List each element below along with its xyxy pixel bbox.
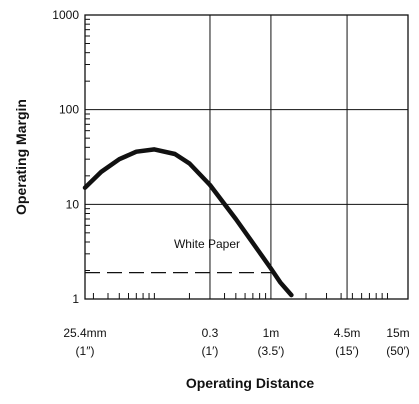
y-tick-labels: 1 10 100 1000 bbox=[52, 8, 79, 306]
grid bbox=[85, 15, 408, 299]
y-tick-label: 100 bbox=[59, 103, 79, 117]
annotations: White Paper bbox=[174, 237, 240, 251]
annotation-label: White Paper bbox=[174, 237, 240, 251]
y-tick-label: 1 bbox=[72, 292, 79, 306]
y-tick-label: 10 bbox=[66, 197, 80, 211]
series-line bbox=[82, 147, 294, 298]
series-group bbox=[82, 147, 294, 298]
plot-background bbox=[85, 15, 408, 299]
x-tick-sublabel: (3.5′) bbox=[257, 344, 284, 358]
x-tick-sublabel: (1′) bbox=[202, 344, 219, 358]
x-axis-title: Operating Distance bbox=[186, 375, 315, 391]
y-tick-label: 1000 bbox=[52, 8, 79, 22]
x-tick-label: 4.5m bbox=[334, 326, 361, 340]
x-tick-label: 0.3 bbox=[202, 326, 219, 340]
x-tick-sublabel: (1″) bbox=[76, 344, 95, 358]
x-tick-sublabel: (15′) bbox=[335, 344, 359, 358]
y-axis-title: Operating Margin bbox=[13, 99, 29, 215]
x-tick-sublabel: (50′) bbox=[386, 344, 410, 358]
minor-ticks bbox=[85, 18, 388, 299]
plot-frame bbox=[84, 14, 409, 300]
x-tick-label: 15m bbox=[386, 326, 409, 340]
x-tick-label: 1m bbox=[263, 326, 280, 340]
x-tick-label: 25.4mm bbox=[63, 326, 106, 340]
x-tick-labels: 25.4mm (1″) 0.3 (1′) 1m (3.5′) 4.5m (15′) 15m (50… bbox=[63, 326, 409, 358]
